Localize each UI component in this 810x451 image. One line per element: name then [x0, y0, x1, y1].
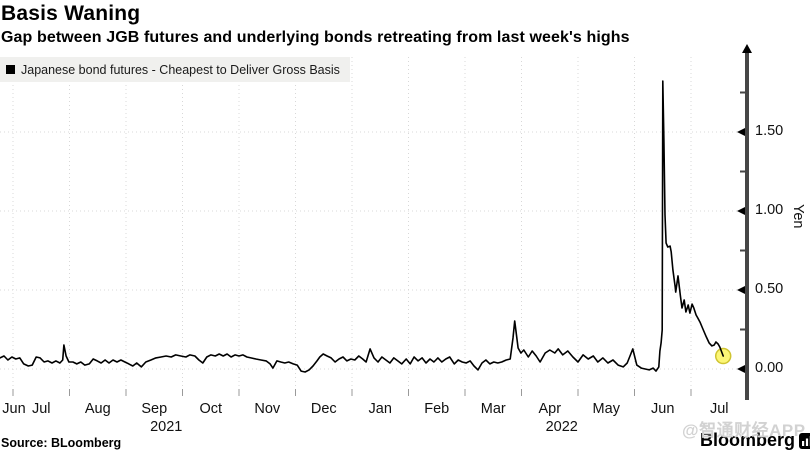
x-tick-label-year: 2021: [150, 419, 183, 435]
source-note: Source: BLoomberg: [1, 436, 122, 450]
bloomberg-brand: Bloomberg: [700, 430, 810, 451]
y-minor-tick: [740, 249, 745, 252]
x-tick-label-month: Jul: [31, 401, 51, 417]
x-tick-label-month: Feb: [424, 401, 450, 417]
legend: Japanese bond futures - Cheapest to Deli…: [0, 57, 350, 82]
x-tick-label-year: 2022: [545, 419, 578, 435]
bloomberg-wordmark: Bloomberg: [700, 430, 796, 450]
y-tick-label: 1.00: [755, 202, 784, 218]
x-tick-label-month: Aug: [84, 401, 111, 417]
y-tick-label: 1.50: [755, 123, 784, 139]
y-axis-arrow-icon: [742, 44, 752, 53]
basis-line-series: [0, 80, 724, 373]
x-tick-label-month: Jun: [651, 401, 675, 417]
y-axis-title: Yen: [790, 204, 806, 229]
x-tick-label-month: May: [592, 401, 620, 417]
page-subtitle: Gap between JGB futures and underlying b…: [1, 29, 630, 46]
legend-label: Japanese bond futures - Cheapest to Deli…: [21, 62, 340, 77]
x-tick-label-month: Oct: [199, 401, 223, 417]
x-tick-label-month: Sep: [141, 401, 168, 417]
y-minor-tick: [740, 91, 745, 94]
legend-marker-square-icon: [6, 65, 15, 74]
x-tick-label-month: Dec: [310, 401, 337, 417]
page-title: Basis Waning: [1, 2, 141, 25]
y-tick-label: 0.00: [755, 360, 784, 376]
x-tick-label-month: Jul: [709, 401, 729, 417]
y-major-tick: [737, 286, 745, 294]
y-major-tick: [737, 128, 745, 136]
y-minor-tick: [740, 328, 745, 331]
x-tick-label-month: Jan: [368, 401, 392, 417]
x-tick-label-month: Apr: [538, 401, 562, 417]
y-tick-label: 0.50: [755, 281, 784, 297]
y-minor-tick: [740, 170, 745, 173]
watermark-text: @智通财经APP: [682, 421, 806, 440]
x-tick-label-month: Jun: [2, 401, 26, 417]
x-tick-label-month: Nov: [254, 401, 281, 417]
y-axis-bar: [745, 50, 749, 400]
y-major-tick: [737, 365, 745, 373]
x-tick-label-month: Mar: [480, 401, 506, 417]
y-major-tick: [737, 207, 745, 215]
